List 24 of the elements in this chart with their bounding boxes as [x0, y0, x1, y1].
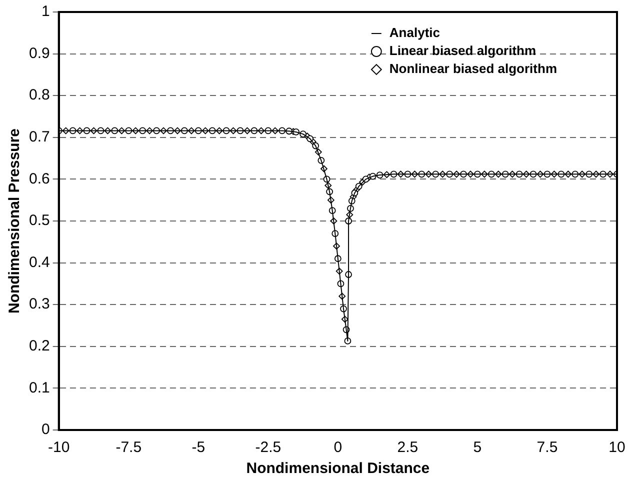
x-tick-label: 5	[473, 439, 482, 456]
x-tick-label: 2.5	[397, 439, 418, 456]
y-tick-label: 0.3	[28, 296, 50, 313]
x-axis-title: Nondimensional Distance	[246, 460, 430, 478]
y-tick-label: 0.4	[28, 254, 50, 271]
x-tick-label: -2.5	[255, 439, 282, 456]
y-tick-label: 0.5	[28, 212, 50, 230]
y-tick-label: 0	[42, 421, 50, 438]
y-tick-label: 1	[42, 3, 50, 20]
y-axis-title: Nondimensional Pressure	[6, 128, 24, 314]
x-tick-label: 10	[608, 439, 626, 456]
y-tick-label: 0.2	[28, 338, 50, 355]
y-tick-label: 0.9	[28, 44, 50, 62]
x-tick-label: -5	[192, 439, 206, 456]
y-tick-label: 0.1	[28, 379, 50, 396]
y-tick-label: 0.6	[28, 170, 50, 188]
y-tick-label: 0.7	[28, 128, 50, 146]
x-tick-label: 7.5	[536, 439, 558, 456]
legend-label: Analytic	[389, 25, 440, 40]
y-tick-label: 0.8	[28, 86, 50, 104]
x-tick-label: -10	[48, 439, 70, 456]
legend-label: Nonlinear biased algorithm	[389, 61, 558, 76]
x-tick-label: -7.5	[116, 439, 142, 456]
x-tick-label: 0	[334, 439, 342, 456]
